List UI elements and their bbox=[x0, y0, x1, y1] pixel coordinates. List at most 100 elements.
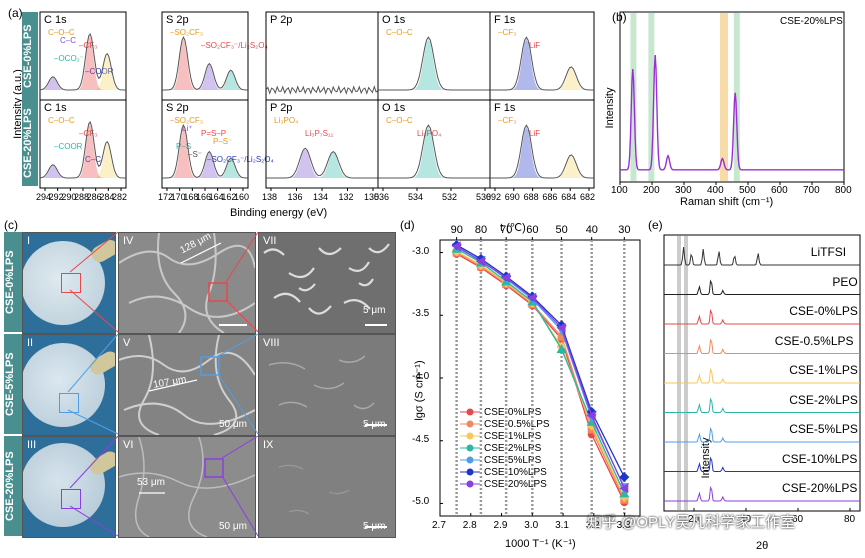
xps-peak-annotation: Li⁺ bbox=[182, 124, 193, 133]
xps-tick-label: 282 bbox=[112, 192, 128, 202]
panel-label-c: (c) bbox=[4, 218, 18, 232]
xps-peak-annotation: P–S⁻ bbox=[213, 137, 233, 146]
xps-tick-label: 132 bbox=[338, 192, 354, 202]
raman-title: CSE-20%LPS bbox=[780, 16, 843, 27]
cond-top-tick-label: 60 bbox=[526, 224, 539, 236]
cond-frame bbox=[439, 239, 641, 517]
xrd-trace bbox=[664, 367, 860, 384]
xps-peak-annotation: –CF₃ bbox=[79, 129, 98, 138]
xps-tick-label: 686 bbox=[542, 192, 558, 202]
cond-data-point bbox=[556, 322, 566, 333]
xps-fit-peak bbox=[162, 38, 248, 90]
cond-xlabel: 1000 T⁻¹ (K⁻¹) bbox=[505, 538, 576, 550]
xps-peak-annotation: C–O–C bbox=[48, 116, 75, 125]
cond-x-tick-label: 3.3 bbox=[616, 520, 631, 531]
xps-peak-annotation: –CF₃ bbox=[79, 41, 98, 50]
xps-fit-peak bbox=[162, 70, 248, 90]
cond-legend-item: CSE-0%LPS bbox=[460, 406, 550, 418]
sem-image-9: IX 5 μm bbox=[258, 436, 396, 538]
cond-top-tick-label: 30 bbox=[618, 224, 631, 236]
xps-envelope bbox=[378, 124, 490, 179]
legend-swatch bbox=[460, 432, 480, 440]
cond-x-tick-label: 3.0 bbox=[524, 520, 539, 531]
raman-highlight-band bbox=[733, 13, 740, 181]
xps-subpanel-title: P 2p bbox=[270, 102, 293, 114]
cond-data-point bbox=[619, 483, 629, 494]
xrd-trace bbox=[664, 279, 860, 295]
xps-fit-peak bbox=[162, 152, 248, 178]
raman-tick-label: 500 bbox=[739, 185, 756, 196]
cond-legend: CSE-0%LPS CSE-0.5%LPS CSE-1%LPS CSE-2%LPS CS… bbox=[460, 406, 550, 490]
legend-swatch bbox=[460, 408, 480, 416]
cond-data-point bbox=[527, 292, 537, 303]
raman-highlight-band bbox=[648, 13, 655, 181]
xps-tick-label: 688 bbox=[523, 192, 539, 202]
cond-data-point bbox=[475, 256, 485, 267]
raman-tick-label: 800 bbox=[835, 185, 852, 196]
xps-tick-label: 130 bbox=[364, 192, 380, 202]
legend-swatch bbox=[460, 420, 480, 428]
xps-fit-peak bbox=[162, 126, 248, 178]
xps-tick-label: 170 bbox=[170, 192, 186, 202]
xps-fit-peak bbox=[162, 158, 248, 178]
cond-x-tick-label: 3.2 bbox=[585, 520, 600, 531]
xps-tick-label: 286 bbox=[86, 192, 102, 202]
xps-envelope bbox=[162, 36, 248, 91]
xps-fit-peak bbox=[40, 142, 126, 178]
xrd-trace-label: CSE-20%LPS bbox=[782, 481, 858, 495]
xps-envelope bbox=[39, 32, 126, 91]
cond-top-tick-label: 50 bbox=[555, 224, 568, 236]
raman-tick-label: 700 bbox=[803, 185, 820, 196]
xps-peak-annotation: C–C bbox=[85, 155, 102, 164]
xps-tick-label: 692 bbox=[486, 192, 502, 202]
xps-tick-label: 534 bbox=[408, 192, 424, 202]
xrd-tick-label: 20 bbox=[688, 514, 700, 525]
xps-tick-label: 136 bbox=[287, 192, 303, 202]
cond-x-tick-label: 2.8 bbox=[462, 520, 477, 531]
cond-legend-item: CSE-5%LPS bbox=[460, 454, 550, 466]
legend-swatch bbox=[460, 444, 480, 452]
xps-tick-label: 172 bbox=[158, 192, 174, 202]
xps-fit-peak bbox=[490, 67, 594, 90]
xrd-trace-label: CSE-0.5%LPS bbox=[774, 333, 854, 348]
xps-tick-label: 160 bbox=[234, 192, 250, 202]
cond-top-tick-label: 80 bbox=[474, 224, 488, 236]
cond-data-point bbox=[619, 488, 630, 498]
cond-data-point bbox=[619, 472, 630, 483]
xps-subpanel-title: F 1s bbox=[494, 14, 516, 26]
legend-swatch bbox=[460, 468, 480, 476]
xps-subpanel-title: F 1s bbox=[494, 102, 516, 114]
xps-subpanel-title: O 1s bbox=[382, 102, 406, 114]
cond-y-tick-label: -5.0 bbox=[412, 496, 430, 508]
xps-peak-annotation: Li₃P₇S₁₁ bbox=[305, 129, 334, 138]
raman-spectrum bbox=[620, 54, 844, 171]
xps-tick-label: 532 bbox=[442, 192, 458, 202]
cond-legend-item: CSE-20%LPS bbox=[460, 478, 550, 490]
xrd-trace bbox=[664, 246, 860, 266]
xps-envelope bbox=[490, 124, 594, 179]
xps-peak-annotation: P–S bbox=[176, 142, 192, 151]
xrd-trace bbox=[664, 426, 860, 443]
xrd-trace-label: CSE-10%LPS bbox=[782, 451, 858, 466]
xrd-frame bbox=[663, 234, 861, 512]
cond-y-tick-label: -3.0 bbox=[412, 245, 430, 257]
xps-tick-label: 682 bbox=[580, 192, 596, 202]
sem-image-7: VII 5 μm bbox=[258, 232, 396, 334]
xps-subpanel-title: P 2p bbox=[270, 14, 293, 26]
cond-legend-item: CSE-0.5%LPS bbox=[460, 418, 550, 430]
xps-tick-label: 168 bbox=[183, 192, 199, 202]
cond-data-point bbox=[501, 272, 511, 283]
xps-peak-annotation: –S⁻ bbox=[188, 150, 203, 159]
xps-envelope bbox=[162, 124, 248, 179]
panel-label-e: (e) bbox=[648, 218, 663, 232]
xps-subpanel-title: O 1s bbox=[382, 14, 406, 26]
xps-envelope bbox=[39, 120, 126, 179]
cond-y-tick-label: -4.5 bbox=[412, 433, 430, 445]
xps-peak-annotation: C–O–C bbox=[386, 28, 413, 37]
cond-top-tick-label: 70 bbox=[500, 224, 513, 236]
raman-tick-label: 400 bbox=[707, 185, 724, 196]
xrd-trace-label: CSE-1%LPS bbox=[789, 363, 858, 377]
cond-top-tick-label: 40 bbox=[585, 224, 598, 236]
xps-fit-peak bbox=[162, 64, 248, 90]
